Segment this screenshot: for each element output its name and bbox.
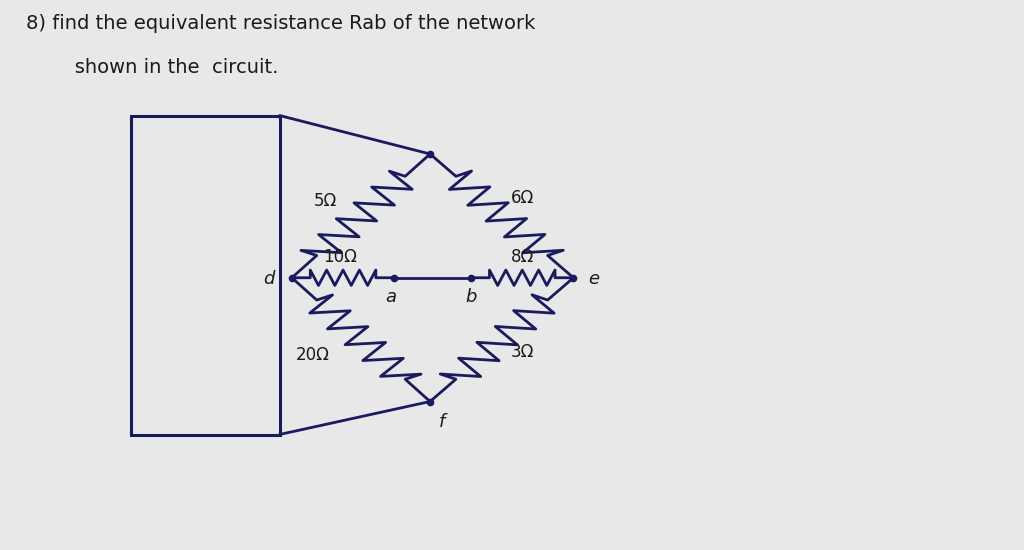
Text: 20Ω: 20Ω <box>295 346 330 364</box>
Bar <box>131 116 280 435</box>
Text: 3Ω: 3Ω <box>511 343 534 361</box>
Text: d: d <box>263 270 275 288</box>
Text: 10Ω: 10Ω <box>323 248 357 266</box>
Text: e: e <box>589 270 599 288</box>
Text: 8) find the equivalent resistance Rab of the network: 8) find the equivalent resistance Rab of… <box>26 14 535 33</box>
Text: 8Ω: 8Ω <box>511 248 534 266</box>
Text: b: b <box>465 288 477 306</box>
Text: a: a <box>386 288 396 306</box>
Text: shown in the  circuit.: shown in the circuit. <box>56 58 279 77</box>
Text: 6Ω: 6Ω <box>511 189 534 207</box>
Text: f: f <box>439 414 445 431</box>
Text: 5Ω: 5Ω <box>314 192 337 210</box>
